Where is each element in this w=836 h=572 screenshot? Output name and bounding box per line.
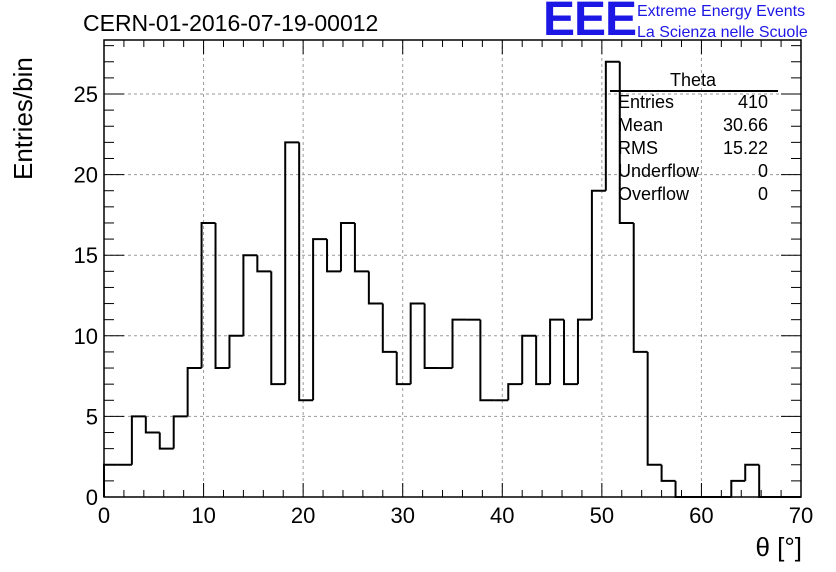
histogram-bin bbox=[312, 238, 328, 401]
stat-value: 30.66 bbox=[722, 115, 768, 135]
eee-logo-line1: Extreme Energy Events bbox=[637, 3, 806, 20]
histogram-bin bbox=[186, 367, 202, 417]
histogram-bin bbox=[507, 383, 523, 401]
x-tick-label: 30 bbox=[390, 503, 414, 528]
histogram-bin bbox=[381, 303, 397, 353]
x-tick-label: 40 bbox=[490, 503, 514, 528]
histogram-bin bbox=[284, 141, 300, 385]
stat-row-overflow: Overflow 0 bbox=[618, 184, 768, 207]
stats-divider bbox=[610, 90, 778, 92]
stat-name: Overflow bbox=[618, 184, 690, 204]
x-tick-label: 60 bbox=[689, 503, 713, 528]
eee-logo: EEE bbox=[543, 0, 637, 46]
histogram-bin bbox=[200, 221, 216, 369]
stats-title: Theta bbox=[669, 70, 717, 90]
histogram-bin bbox=[172, 415, 188, 449]
histogram-bin bbox=[326, 239, 341, 273]
plot-frame bbox=[103, 39, 802, 498]
histogram-bin bbox=[242, 254, 258, 336]
x-tick-label: 20 bbox=[291, 503, 315, 528]
stat-value: 0 bbox=[757, 184, 768, 204]
histogram-bin bbox=[521, 334, 537, 385]
histogram-bin bbox=[535, 335, 551, 386]
histogram-bin bbox=[423, 303, 439, 370]
histogram-bin bbox=[646, 351, 662, 466]
histogram-bin bbox=[604, 60, 620, 191]
x-tick-label: 10 bbox=[191, 503, 215, 528]
histogram-bin bbox=[632, 222, 648, 353]
y-tick-label: 20 bbox=[74, 163, 98, 188]
stat-row-rms: RMS 15.22 bbox=[618, 138, 768, 161]
histogram-bin bbox=[744, 463, 760, 481]
histogram-bin bbox=[563, 319, 578, 386]
histogram-bin bbox=[339, 221, 355, 272]
stat-name: RMS bbox=[618, 138, 658, 158]
x-tick-label: 0 bbox=[98, 503, 110, 528]
histogram-bin bbox=[660, 464, 676, 482]
histogram-bin bbox=[409, 302, 425, 385]
histogram-bin bbox=[549, 318, 565, 385]
histogram-bin bbox=[395, 351, 411, 386]
stat-row-mean: Mean 30.66 bbox=[618, 115, 768, 138]
y-tick-label: 0 bbox=[86, 485, 98, 510]
run-title: CERN-01-2016-07-19-00012 bbox=[83, 10, 379, 36]
x-tick-label: 50 bbox=[590, 503, 614, 528]
histogram-bin bbox=[576, 318, 592, 385]
y-tick-label: 10 bbox=[74, 324, 98, 349]
histogram-bin bbox=[590, 189, 606, 320]
y-axis-label: Entries/bin bbox=[8, 57, 38, 180]
histogram-bin bbox=[228, 334, 244, 369]
stat-row-underflow: Underflow 0 bbox=[618, 161, 768, 184]
x-axis-label: θ [°] bbox=[755, 532, 802, 562]
histogram-bin bbox=[479, 319, 495, 402]
stat-name: Mean bbox=[618, 115, 664, 135]
histogram-bin bbox=[270, 271, 286, 386]
stat-row-entries: Entries 410 bbox=[618, 92, 768, 115]
y-tick-label: 25 bbox=[74, 82, 98, 107]
histogram-bin bbox=[353, 222, 369, 273]
histogram-bin bbox=[158, 432, 174, 450]
stat-value: 410 bbox=[737, 92, 768, 112]
x-tick-label: 70 bbox=[789, 503, 813, 528]
y-tick-label: 5 bbox=[86, 404, 98, 429]
histogram-bin bbox=[674, 480, 690, 498]
histogram-bin bbox=[298, 142, 314, 402]
histogram-bin bbox=[451, 318, 467, 369]
histogram-bin bbox=[730, 479, 746, 497]
stat-value: 15.22 bbox=[722, 138, 768, 158]
histogram-bin bbox=[214, 222, 230, 370]
histogram-bin bbox=[618, 61, 634, 224]
y-tick-label: 15 bbox=[74, 243, 98, 268]
histogram-bin bbox=[256, 255, 272, 273]
stat-name: Underflow bbox=[618, 161, 700, 181]
histogram-bin bbox=[367, 271, 383, 305]
histogram-bin bbox=[144, 416, 160, 434]
eee-logo-line2: La Scienza nelle Scuole bbox=[637, 24, 808, 41]
stat-value: 0 bbox=[757, 161, 768, 181]
stat-name: Entries bbox=[618, 92, 675, 112]
histogram-bin bbox=[130, 415, 146, 465]
